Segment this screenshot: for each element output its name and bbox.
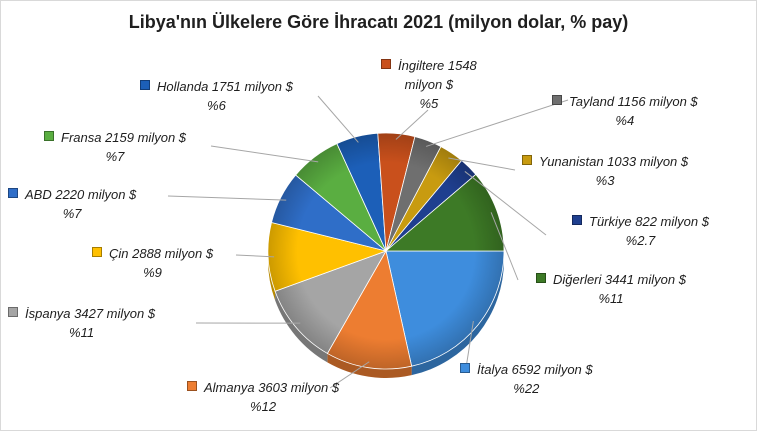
data-label-fransa: Fransa 2159 milyon $ %7 (44, 128, 186, 166)
data-label-text: ABD 2220 milyon $ (25, 187, 137, 202)
legend-swatch (572, 215, 582, 225)
data-label-text: İtalya 6592 milyon $ (477, 362, 593, 377)
legend-swatch (44, 131, 54, 141)
data-label-i̇talya: İtalya 6592 milyon $ %22 (460, 360, 593, 398)
data-label-text: Fransa 2159 milyon $ (61, 130, 187, 145)
pie-slice-almanya (326, 249, 413, 370)
data-label-text: Hollanda 1751 milyon $ (157, 79, 293, 94)
data-label-line2: %9 (143, 265, 162, 280)
legend-swatch (92, 247, 102, 257)
leader-line-i̇talya (465, 320, 474, 369)
data-label-text: İspanya 3427 milyon $ (25, 306, 156, 321)
legend-swatch (460, 363, 470, 373)
pie-slice-side-0 (411, 251, 504, 376)
leader-line-abd (167, 195, 287, 201)
pie-slice-side-1 (327, 353, 412, 379)
data-label-abd: ABD 2220 milyon $ %7 (8, 185, 136, 223)
data-label-text: Tayland 1156 milyon $ (569, 94, 698, 109)
data-label-line2: %3 (595, 173, 615, 188)
data-label-çin: Çin 2888 milyon $ %9 (92, 244, 213, 282)
data-label-i̇spanya: İspanya 3427 milyon $ %11 (8, 304, 155, 342)
data-label-text: Almanya 3603 milyon $ (204, 380, 340, 395)
leader-line-i̇ngiltere (395, 109, 429, 140)
data-label-text: İngiltere 1548 (398, 58, 477, 73)
data-label-line2: %6 (207, 98, 226, 113)
leader-line-tayland (425, 99, 569, 147)
data-label-line2: %7 (105, 149, 125, 164)
data-label-line2: %12 (250, 399, 277, 414)
legend-swatch (187, 381, 197, 391)
leader-line-diğerleri (490, 212, 519, 281)
leader-line-fransa (210, 145, 319, 163)
data-label-line2: %11 (69, 325, 95, 340)
data-label-line2: %22 (513, 381, 540, 396)
pie-slice-side-2 (275, 291, 328, 363)
data-label-hollanda: Hollanda 1751 milyon $ %6 (140, 77, 293, 115)
chart-title: Libya'nın Ülkelere Göre İhracatı 2021 (m… (128, 12, 629, 32)
leader-line-çin (235, 254, 275, 258)
leader-line-almanya (329, 361, 370, 389)
legend-swatch (536, 273, 546, 283)
data-label-line2: milyon $ (404, 77, 454, 92)
legend-swatch (522, 155, 532, 165)
legend-swatch (552, 95, 562, 105)
data-label-almanya: Almanya 3603 milyon $ %12 (187, 378, 339, 416)
pie-slice-side-3 (268, 251, 276, 301)
data-label-diğerleri: Diğerleri 3441 milyon $ %11 (536, 270, 686, 308)
data-label-text: Yunanistan 1033 milyon $ (539, 154, 689, 169)
data-label-türkiye: Türkiye 822 milyon $ %2.7 (572, 212, 709, 250)
pie-slice-diğerleri (384, 173, 505, 252)
pie-slice-i̇talya (385, 250, 505, 367)
leader-line-yunanistan (448, 157, 516, 171)
data-label-line2: %11 (598, 291, 624, 306)
leader-line-hollanda (317, 95, 359, 143)
data-label-tayland: Tayland 1156 milyon $ %4 (552, 92, 698, 130)
data-label-line2: %2.7 (625, 233, 656, 248)
legend-swatch (8, 307, 18, 317)
data-label-text: Diğerleri 3441 milyon $ (553, 272, 686, 287)
data-label-line2: %4 (615, 113, 635, 128)
data-label-yunanistan: Yunanistan 1033 milyon $ %3 (522, 152, 688, 190)
data-label-line3: %5 (419, 96, 439, 111)
pie-slice-i̇spanya (274, 250, 387, 354)
legend-swatch (140, 80, 150, 90)
data-label-i̇ngiltere: İngiltere 1548 milyon $ %5 (381, 56, 477, 113)
data-label-text: Çin 2888 milyon $ (109, 246, 214, 261)
data-label-text: Türkiye 822 milyon $ (589, 214, 709, 229)
legend-swatch (381, 59, 391, 69)
leader-line-türkiye (464, 171, 547, 236)
data-label-line2: %7 (62, 206, 82, 221)
legend-swatch (8, 188, 18, 198)
